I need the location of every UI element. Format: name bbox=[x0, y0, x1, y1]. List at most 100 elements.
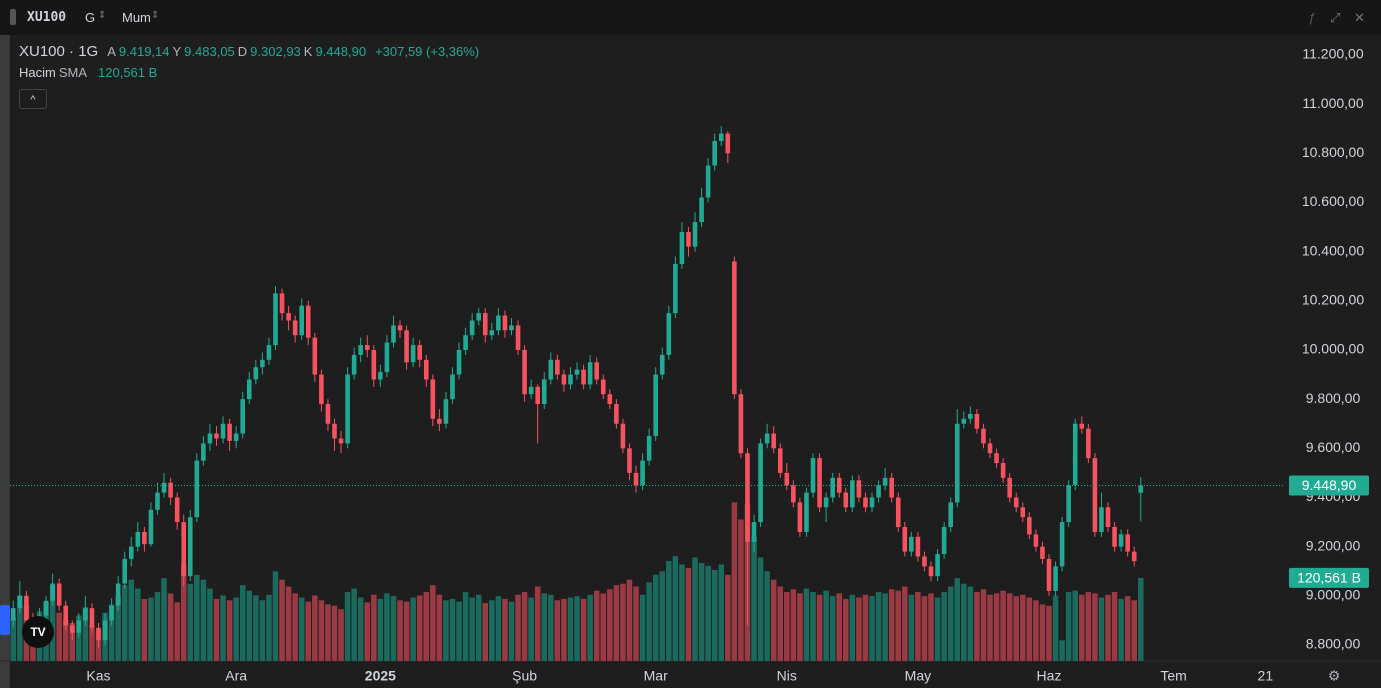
volume-bar bbox=[167, 593, 174, 661]
candle-body bbox=[738, 394, 744, 454]
candle-body bbox=[286, 313, 291, 321]
volume-bar bbox=[587, 594, 593, 661]
last-price-tag bbox=[1289, 475, 1369, 496]
volume-bar bbox=[390, 596, 397, 661]
candle-body bbox=[1000, 463, 1006, 478]
legend-price: XU100 · 1G A 9.419,14 Y 9.483,05 D 9.302,93… bbox=[19, 43, 479, 65]
open-key: A bbox=[107, 44, 116, 59]
candle-body bbox=[568, 374, 573, 385]
volume-bar bbox=[528, 597, 534, 661]
high-value: 9.483,05 bbox=[184, 44, 235, 59]
volume-bar bbox=[797, 593, 803, 661]
candle-body bbox=[1046, 558, 1052, 591]
candle-body bbox=[220, 423, 226, 439]
volume-bar bbox=[803, 588, 810, 661]
candle-body bbox=[1020, 507, 1026, 518]
volume-bar bbox=[902, 586, 908, 661]
candle-body bbox=[954, 423, 960, 503]
candle-body bbox=[476, 313, 481, 321]
interval[interactable]: G bbox=[85, 10, 96, 25]
side-tab[interactable] bbox=[0, 605, 10, 635]
y-tick-label: 10.600,00 bbox=[1302, 193, 1364, 209]
candle-body bbox=[305, 305, 311, 338]
volume-bar bbox=[416, 595, 423, 661]
volume-bar bbox=[810, 592, 816, 661]
volume-bar bbox=[764, 571, 770, 661]
x-tick-label: 2025 bbox=[365, 668, 396, 684]
volume-bar bbox=[908, 594, 915, 661]
volume-bar bbox=[312, 595, 318, 661]
candle-body bbox=[876, 485, 881, 498]
candle-body bbox=[187, 517, 193, 577]
candle-body bbox=[148, 509, 154, 545]
volume-bar bbox=[148, 597, 154, 661]
close-icon[interactable]: ✕ bbox=[1354, 10, 1365, 25]
volume-bar bbox=[482, 603, 489, 661]
volume-bar bbox=[574, 596, 580, 661]
style-arrows: ⇕ bbox=[151, 10, 160, 21]
chart-style[interactable]: Mum bbox=[122, 10, 151, 25]
candle-body bbox=[607, 394, 613, 405]
volume-bar bbox=[403, 601, 410, 661]
volume-bar bbox=[331, 605, 338, 661]
volume-bar bbox=[49, 585, 56, 661]
candle-body bbox=[895, 497, 901, 528]
candle-body bbox=[332, 423, 337, 439]
volume-bar bbox=[980, 589, 987, 661]
candle-body bbox=[233, 433, 239, 441]
candle-body bbox=[968, 413, 973, 419]
volume-bar bbox=[285, 586, 292, 661]
volume-bar bbox=[705, 565, 711, 661]
volume-bar bbox=[1138, 577, 1144, 661]
legend: XU100 · 1G A 9.419,14 Y 9.483,05 D 9.302,93… bbox=[19, 43, 479, 109]
candle-body bbox=[240, 399, 246, 434]
volume-bar bbox=[266, 594, 272, 661]
volume-bar bbox=[974, 592, 980, 661]
settings-icon[interactable]: ⚙ bbox=[1328, 668, 1341, 684]
candle-body bbox=[50, 583, 55, 601]
volume-bar bbox=[954, 578, 960, 661]
candle-body bbox=[1079, 423, 1085, 429]
logo[interactable] bbox=[22, 616, 54, 648]
candle-body bbox=[1118, 534, 1124, 547]
volume-bar bbox=[659, 571, 666, 661]
candle-body bbox=[292, 320, 298, 336]
volume-bar bbox=[443, 600, 449, 661]
volume-bar bbox=[875, 592, 882, 661]
x-tick-label: Kas bbox=[86, 668, 110, 684]
candle-body bbox=[489, 330, 495, 336]
candle-body bbox=[535, 386, 540, 405]
volume-bar bbox=[357, 597, 364, 661]
volume-bar bbox=[823, 590, 829, 661]
change-value: +307,59 (+3,36%) bbox=[375, 44, 480, 59]
candle-body bbox=[745, 453, 750, 542]
volume-bar bbox=[1124, 596, 1131, 661]
collapse-button[interactable]: ^ bbox=[19, 89, 47, 109]
candle-body bbox=[450, 374, 455, 400]
candle-body bbox=[915, 536, 921, 557]
candle-body bbox=[699, 197, 704, 223]
candle-body bbox=[155, 492, 160, 510]
symbol[interactable]: XU100 bbox=[27, 10, 67, 25]
high-key: Y bbox=[172, 44, 182, 59]
volume-bar bbox=[639, 594, 646, 661]
volume-bar bbox=[436, 594, 443, 661]
drag-handle bbox=[10, 9, 16, 25]
formula-icon[interactable]: ƒ bbox=[1308, 10, 1316, 25]
volume-bar bbox=[62, 619, 69, 661]
y-tick-label: 10.200,00 bbox=[1302, 292, 1364, 308]
candle-body bbox=[528, 386, 534, 395]
candle-body bbox=[902, 527, 908, 552]
volume-bar bbox=[397, 600, 403, 661]
candle-body bbox=[666, 313, 672, 355]
volume-bar bbox=[207, 588, 213, 661]
expand-icon[interactable]: ⤢ bbox=[1330, 10, 1341, 25]
volume-bar bbox=[554, 600, 561, 661]
volume-bar bbox=[987, 594, 993, 661]
volume-bar bbox=[475, 594, 482, 661]
candle-body bbox=[456, 349, 462, 375]
candle-body bbox=[810, 458, 816, 493]
y-tick-label: 11.200,00 bbox=[1302, 46, 1363, 62]
last-volume-tag bbox=[1289, 567, 1369, 588]
